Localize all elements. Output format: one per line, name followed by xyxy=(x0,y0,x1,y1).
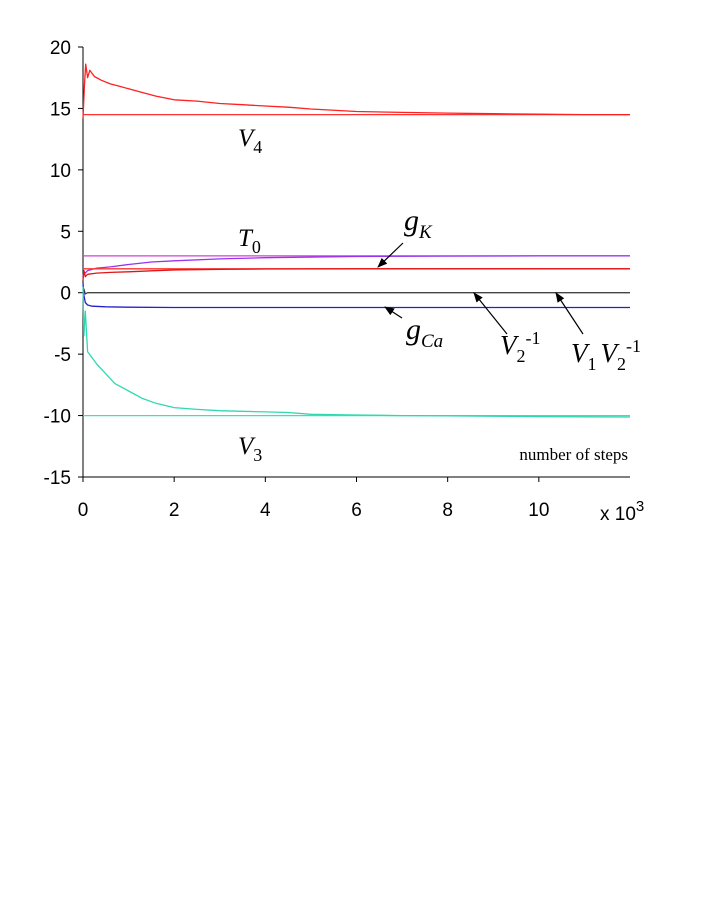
x-multiplier-label: x 103 xyxy=(600,498,644,525)
y-tick-label: 5 xyxy=(60,222,71,243)
series-line-gk xyxy=(82,255,630,277)
x-multiplier-exponent: 3 xyxy=(636,498,644,515)
x-tick-label: 4 xyxy=(260,500,271,521)
series-line-gca xyxy=(82,282,630,309)
arrow-v1-v2-inverse xyxy=(555,292,584,335)
y-tick-label: 15 xyxy=(50,99,71,120)
y-tick-label: 10 xyxy=(50,161,71,182)
x-tick-label: 6 xyxy=(351,500,362,521)
label-v3: V3 xyxy=(238,433,262,465)
y-tick-label: 0 xyxy=(60,284,71,305)
label-gk: gK xyxy=(404,204,433,243)
y-tick-label: -5 xyxy=(54,345,71,366)
y-tick-label: -10 xyxy=(44,407,71,428)
x-tick-label: 8 xyxy=(442,500,453,521)
label-gca: gCa xyxy=(406,313,443,352)
series-group xyxy=(82,63,631,418)
arrow-gk xyxy=(377,242,404,268)
series-line-v3 xyxy=(82,286,631,418)
x-tick-label: 0 xyxy=(78,500,89,521)
y-ticks: 20 15 10 5 0 -5 -10 -15 xyxy=(44,38,83,489)
y-tick-label: -15 xyxy=(44,468,71,489)
label-v2-inverse: V2-1 xyxy=(500,328,541,366)
x-tick-label: 2 xyxy=(169,500,180,521)
label-v4: V4 xyxy=(238,125,262,157)
series-line-v2inv xyxy=(82,268,630,281)
label-t0: T0 xyxy=(238,225,261,257)
x-axis-title: number of steps xyxy=(519,445,628,464)
label-v1-v2-inverse: V1 V2-1 xyxy=(571,336,641,374)
series-line-v1v2inv xyxy=(82,288,630,303)
arrow-v2-inverse xyxy=(473,292,508,335)
arrow-gca xyxy=(384,306,403,319)
series-line-v4 xyxy=(82,63,630,119)
y-tick-label: 20 xyxy=(50,38,71,59)
x-tick-label: 10 xyxy=(528,500,549,521)
x-ticks: 0 2 4 6 8 10 xyxy=(78,477,549,521)
